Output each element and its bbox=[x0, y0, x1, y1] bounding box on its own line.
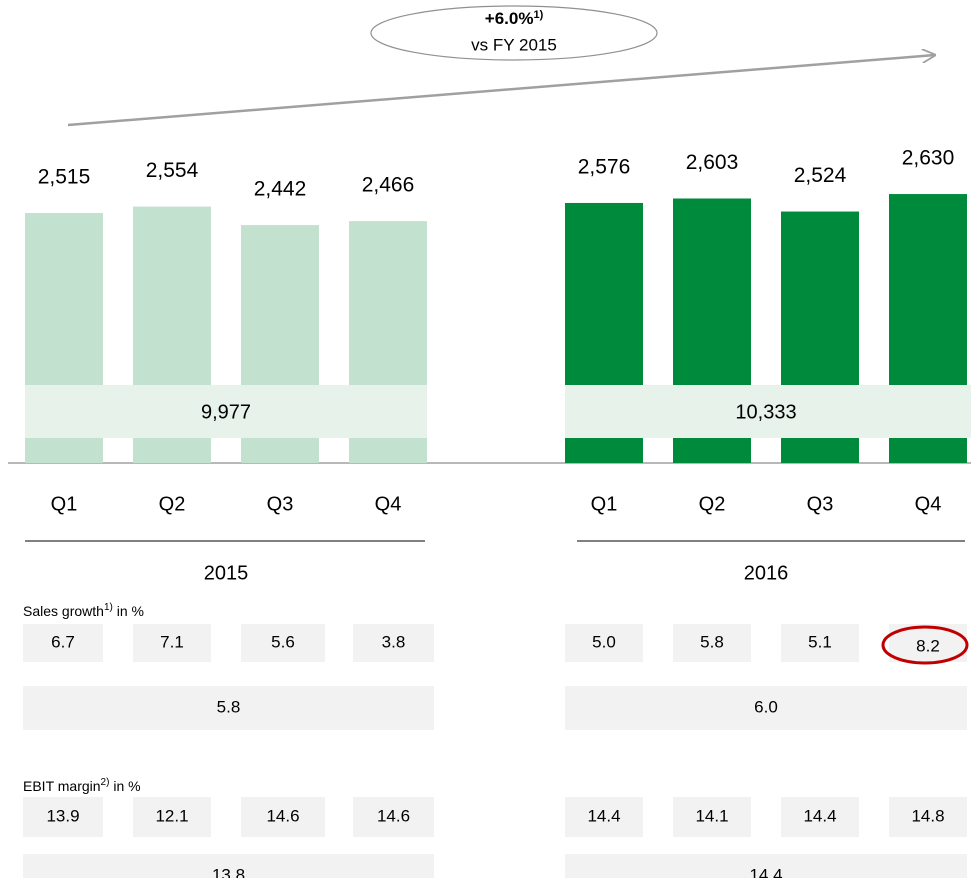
cell-value: 3.8 bbox=[382, 632, 406, 651]
value-label: 2,576 bbox=[578, 156, 631, 179]
cell-box bbox=[889, 797, 967, 837]
total-cell-value: 6.0 bbox=[754, 697, 778, 716]
cell-box bbox=[241, 624, 325, 662]
cell-value: 5.0 bbox=[592, 632, 616, 651]
cell-box bbox=[133, 797, 211, 837]
total-cell-value: 14.4 bbox=[749, 865, 782, 878]
cell-box bbox=[353, 797, 434, 837]
cell-value: 7.1 bbox=[160, 632, 184, 651]
cell-value: 13.9 bbox=[46, 806, 79, 825]
x-tick-label: Q4 bbox=[375, 493, 402, 515]
annotation-value: +6.0%1) bbox=[485, 9, 544, 29]
x-tick-label: Q4 bbox=[915, 493, 942, 515]
cell-value: 6.7 bbox=[51, 632, 75, 651]
cell-box bbox=[23, 624, 103, 662]
table-label-sup: 1) bbox=[104, 602, 113, 613]
value-label: 2,442 bbox=[254, 178, 307, 201]
cell-box bbox=[353, 624, 434, 662]
cell-box bbox=[673, 624, 751, 662]
cell-box bbox=[133, 624, 211, 662]
table-label-unit: in % bbox=[109, 778, 140, 794]
cell-value: 5.1 bbox=[808, 632, 832, 651]
cell-value: 5.8 bbox=[700, 632, 724, 651]
total-cell-value: 13.8 bbox=[212, 865, 245, 878]
total-cell-value: 5.8 bbox=[217, 697, 241, 716]
x-tick-label: Q3 bbox=[267, 493, 294, 515]
value-label: 2,466 bbox=[362, 174, 415, 197]
highlight-circle bbox=[881, 625, 969, 665]
total-label: 9,977 bbox=[201, 401, 251, 423]
value-label: 2,524 bbox=[794, 164, 847, 187]
total-box bbox=[25, 385, 427, 438]
cell-value: 14.6 bbox=[266, 806, 299, 825]
x-tick-label: Q1 bbox=[591, 493, 618, 515]
table-label-sup: 2) bbox=[101, 777, 110, 788]
table-label-name: EBIT margin bbox=[23, 778, 101, 794]
cell-value: 14.1 bbox=[695, 806, 728, 825]
value-label: 2,554 bbox=[146, 159, 199, 182]
x-tick-label: Q3 bbox=[807, 493, 834, 515]
cell-box bbox=[673, 797, 751, 837]
cell-value: 14.8 bbox=[911, 806, 944, 825]
table-label: Sales growth1) in % bbox=[23, 602, 144, 619]
table-label: EBIT margin2) in % bbox=[23, 777, 141, 794]
total-cell-box bbox=[23, 686, 434, 730]
cell-value: 8.2 bbox=[916, 636, 940, 655]
cell-value: 14.4 bbox=[587, 806, 620, 825]
value-label: 2,515 bbox=[38, 166, 91, 189]
cell-value: 12.1 bbox=[155, 806, 188, 825]
cell-value: 5.6 bbox=[271, 632, 295, 651]
cell-box bbox=[565, 624, 643, 662]
total-cell-box bbox=[565, 686, 967, 730]
trend-arrow bbox=[67, 55, 935, 127]
x-tick-label: Q1 bbox=[51, 493, 78, 515]
annotation-text: vs FY 2015 bbox=[471, 35, 557, 54]
annotation-ellipse bbox=[370, 5, 658, 61]
total-label: 10,333 bbox=[735, 401, 796, 423]
cell-box bbox=[781, 797, 859, 837]
value-label: 2,603 bbox=[686, 151, 739, 174]
table-label-unit: in % bbox=[113, 603, 144, 619]
annotation-value-text: +6.0% bbox=[485, 9, 534, 28]
x-tick-label: Q2 bbox=[699, 493, 726, 515]
annotation-sup: 1) bbox=[533, 9, 543, 21]
table-label-name: Sales growth bbox=[23, 603, 104, 619]
group-label: 2016 bbox=[744, 562, 789, 584]
x-tick-label: Q2 bbox=[159, 493, 186, 515]
cell-value: 14.6 bbox=[377, 806, 410, 825]
cell-box bbox=[565, 797, 643, 837]
cell-box bbox=[781, 624, 859, 662]
group-label: 2015 bbox=[204, 562, 249, 584]
cell-box bbox=[241, 797, 325, 837]
value-label: 2,630 bbox=[902, 147, 955, 170]
cell-value: 14.4 bbox=[803, 806, 836, 825]
cell-box bbox=[23, 797, 103, 837]
total-box bbox=[565, 385, 971, 438]
